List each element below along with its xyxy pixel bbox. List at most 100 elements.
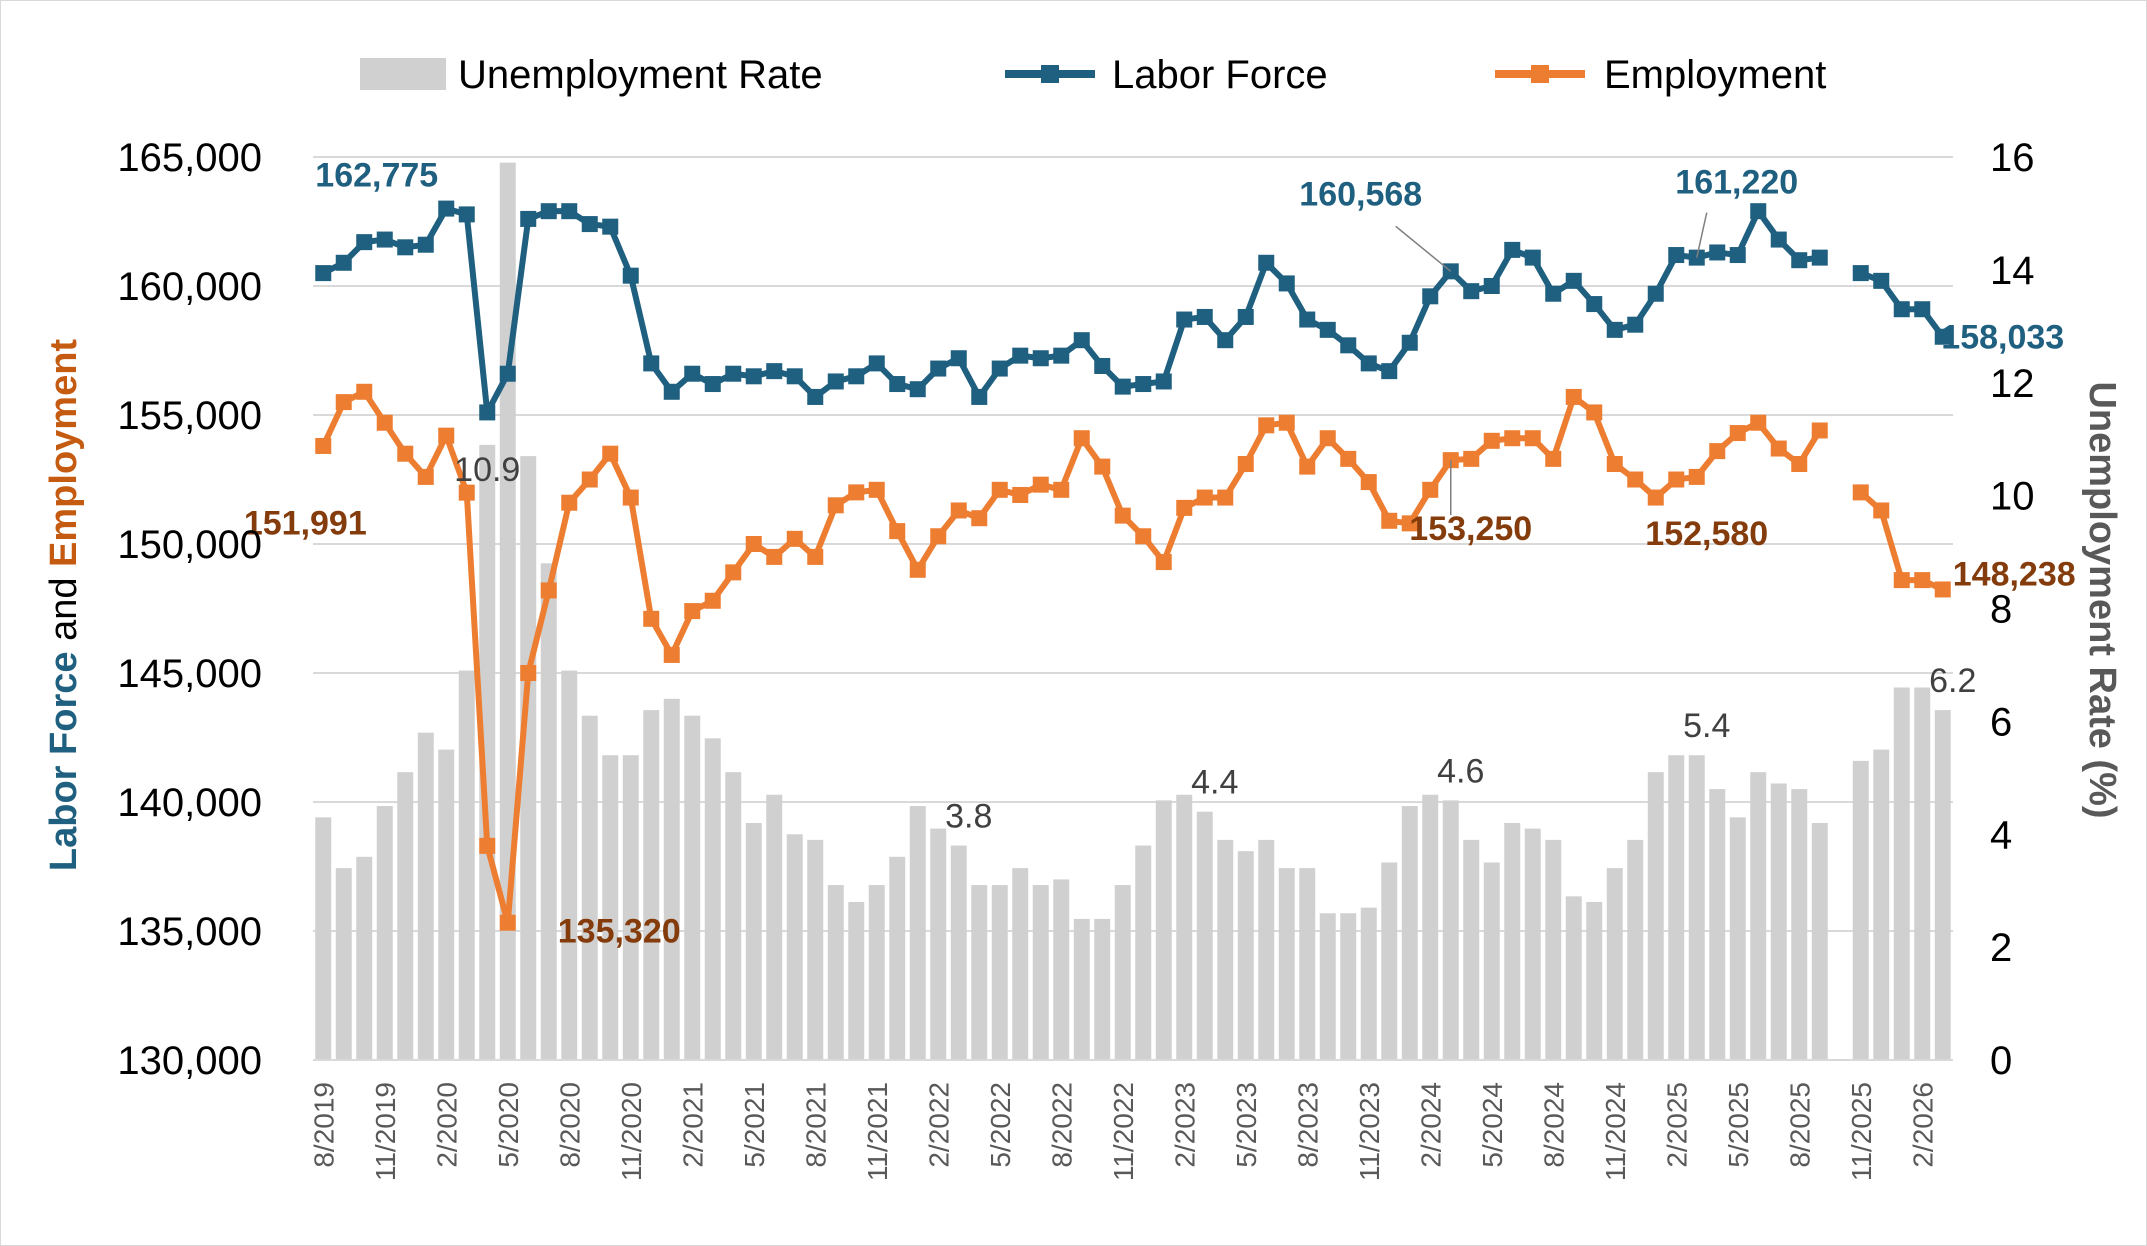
employment-point (438, 427, 455, 444)
unemployment-bar (971, 885, 988, 1060)
labor-force-point (1914, 301, 1931, 318)
y-left-tick-label: 165,000 (117, 136, 262, 180)
employment-point (684, 603, 701, 620)
unemployment-bar (1012, 868, 1029, 1060)
labor-force-point (1032, 350, 1049, 367)
unemployment-data-label: 10.9 (454, 451, 520, 489)
labor-force-point (991, 360, 1008, 377)
unemployment-bar (1176, 794, 1193, 1060)
labor-force-point (1360, 355, 1377, 372)
unemployment-bar (417, 732, 434, 1060)
unemployment-bar (1196, 811, 1213, 1060)
employment-point (1032, 476, 1049, 493)
employment-point (1709, 443, 1726, 460)
labor-force-point (1586, 296, 1603, 313)
x-tick-label: 8/2021 (800, 1082, 831, 1168)
unemployment-bar (1586, 901, 1603, 1060)
y-axis-left-title-part3: Employment (43, 339, 85, 567)
employment-point (1237, 456, 1254, 473)
unemployment-bar (1463, 839, 1480, 1060)
unemployment-bar (1483, 862, 1500, 1060)
unemployment-bar (1565, 896, 1582, 1060)
unemployment-bar (725, 772, 742, 1060)
labor-force-point (1155, 373, 1172, 390)
x-tick-label: 2/2020 (431, 1082, 462, 1168)
employment-point (704, 592, 721, 609)
employment-point (1155, 554, 1172, 571)
employment-point (827, 497, 844, 514)
y-right-tick-label: 16 (1990, 136, 2035, 180)
labor-force-point (1217, 332, 1234, 349)
labor-force-point (868, 355, 885, 372)
labor-force-point (581, 216, 598, 233)
x-tick-label: 5/2023 (1231, 1082, 1262, 1168)
axes: 130,000 135,000 140,000 145,000 150,000 155,0… (117, 136, 2034, 1181)
unemployment-bar (930, 828, 947, 1060)
unemployment-bar (848, 901, 865, 1060)
employment-point (991, 481, 1008, 498)
labor-force-data-label: 162,775 (315, 156, 438, 194)
unemployment-bar (356, 856, 373, 1060)
employment-point (1811, 422, 1828, 439)
labor-force-point (540, 203, 557, 220)
unemployment-bar (1893, 687, 1910, 1060)
unemployment-bar (663, 698, 680, 1060)
unemployment-bar (1442, 800, 1459, 1060)
employment-point (1073, 430, 1090, 447)
labor-force-point (1196, 308, 1213, 325)
unemployment-bar (684, 715, 701, 1060)
labor-force-point (1073, 332, 1090, 349)
employment-point (1565, 388, 1582, 405)
unemployment-bar (622, 755, 639, 1060)
unemployment-bar (1053, 879, 1070, 1060)
unemployment-bar (1360, 907, 1377, 1060)
employment-point (1873, 502, 1890, 519)
labor-force-point (1504, 241, 1521, 258)
unemployment-bar (1709, 789, 1726, 1060)
employment-data-label: 153,250 (1409, 510, 1532, 548)
employment-point (540, 582, 557, 599)
employment-point (1278, 414, 1295, 431)
employment-point (643, 610, 660, 627)
unemployment-bar (438, 749, 455, 1060)
labor-force-point (1893, 301, 1910, 318)
unemployment-bar (1032, 885, 1049, 1060)
labor-force-point (930, 360, 947, 377)
labor-force-point (458, 206, 475, 223)
x-tick-label: 2/2026 (1907, 1082, 1938, 1168)
labor-force-point (602, 218, 619, 235)
legend-marker-labor-force (1041, 65, 1059, 83)
x-tick-label: 2/2023 (1169, 1082, 1200, 1168)
labor-force-point (1545, 285, 1562, 302)
unemployment-bar (745, 822, 762, 1060)
employment-point (848, 484, 865, 501)
employment-point (499, 914, 516, 931)
employment-point (930, 528, 947, 545)
labor-force-point (1340, 337, 1357, 354)
unemployment-bar (1688, 755, 1705, 1060)
labor-force-point (1053, 347, 1070, 364)
labor-force-point (438, 200, 455, 217)
employment-point (663, 646, 680, 663)
employment-point (1176, 499, 1193, 516)
leader-line (1696, 212, 1708, 258)
employment-point (1012, 486, 1029, 503)
employment-point (786, 530, 803, 547)
labor-force-data-label: 161,220 (1675, 164, 1798, 202)
labor-force-point (397, 239, 414, 256)
x-tick-label: 11/2022 (1108, 1082, 1139, 1181)
labor-force-point (1012, 347, 1029, 364)
employment-point (909, 561, 926, 578)
labor-force-point (622, 267, 639, 284)
x-tick-label: 11/2023 (1354, 1082, 1385, 1181)
labor-force-point (909, 381, 926, 398)
employment-point (1606, 456, 1623, 473)
unemployment-bar (1381, 862, 1398, 1060)
labor-force-point (643, 355, 660, 372)
unemployment-bar (1319, 913, 1336, 1060)
employment-point (458, 484, 475, 501)
labor-force-point (1934, 328, 1951, 345)
unemployment-bar (1217, 839, 1234, 1060)
y-left-tick-label: 145,000 (117, 652, 262, 696)
labor-force-point (1463, 283, 1480, 300)
